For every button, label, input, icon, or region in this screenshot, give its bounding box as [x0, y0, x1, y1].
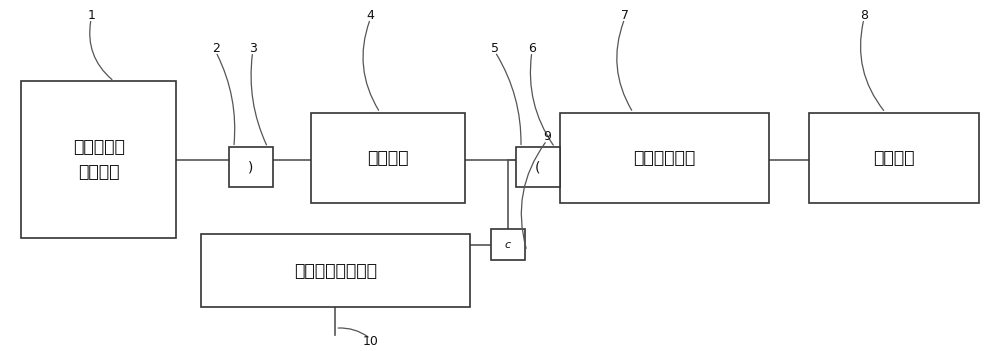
Bar	[229, 147, 273, 187]
Text: 10: 10	[362, 335, 378, 348]
Bar	[560, 113, 769, 203]
Text: 3: 3	[249, 42, 257, 55]
Text: 变频器柜: 变频器柜	[367, 149, 409, 167]
Bar	[809, 113, 979, 203]
Text: 蓄电池直流
供电系统: 蓄电池直流 供电系统	[73, 138, 125, 181]
Bar	[516, 147, 560, 187]
Text: (: (	[535, 160, 541, 174]
Text: 5: 5	[491, 42, 499, 55]
Bar	[201, 234, 470, 307]
Bar	[21, 81, 176, 238]
Text: 6: 6	[528, 42, 536, 55]
Bar	[311, 113, 465, 203]
Text: c: c	[505, 240, 511, 250]
Text: 外部交流电配电柜: 外部交流电配电柜	[294, 262, 377, 280]
Text: 8: 8	[860, 9, 868, 22]
Text: 搅拌电机: 搅拌电机	[873, 149, 915, 167]
Text: 2: 2	[212, 42, 220, 55]
Text: 砂浆车电控柜: 砂浆车电控柜	[633, 149, 696, 167]
Bar	[491, 229, 525, 260]
Text: 7: 7	[621, 9, 629, 22]
Text: 1: 1	[87, 9, 95, 22]
Text: ): )	[248, 160, 253, 174]
Text: 4: 4	[366, 9, 374, 22]
Text: 9: 9	[543, 131, 551, 144]
